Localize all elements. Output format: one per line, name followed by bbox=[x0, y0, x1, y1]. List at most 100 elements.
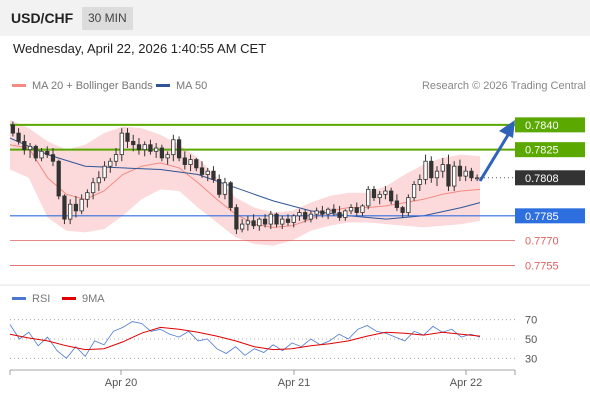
candle-body bbox=[251, 220, 256, 227]
candle-body bbox=[245, 220, 250, 225]
candle bbox=[291, 214, 296, 228]
candle-body bbox=[452, 165, 457, 187]
candle bbox=[154, 143, 159, 158]
candle bbox=[285, 214, 291, 226]
candle bbox=[314, 207, 319, 220]
candle-body bbox=[119, 132, 124, 156]
credit-label: Research © 2026 Trading Central bbox=[421, 80, 586, 92]
candle bbox=[469, 167, 474, 182]
candle-body bbox=[68, 203, 73, 220]
candle bbox=[56, 159, 61, 200]
candle bbox=[262, 214, 268, 228]
candle-body bbox=[131, 140, 136, 146]
candle bbox=[102, 161, 107, 182]
candle-body bbox=[217, 179, 222, 195]
ma50-swatch bbox=[156, 83, 170, 87]
candle-body bbox=[297, 212, 302, 217]
candle-body bbox=[113, 154, 119, 162]
candle bbox=[360, 204, 365, 216]
candle-body bbox=[142, 144, 147, 151]
9ma-line bbox=[9, 326, 481, 351]
candle-body bbox=[291, 215, 296, 223]
candle bbox=[446, 154, 451, 192]
candle bbox=[85, 189, 90, 208]
candle-body bbox=[371, 188, 377, 199]
candle-body bbox=[394, 200, 400, 208]
symbol-label[interactable]: USD/CHF bbox=[11, 10, 74, 26]
candle-body bbox=[257, 218, 262, 227]
candle bbox=[188, 154, 193, 172]
candle-body bbox=[463, 170, 468, 177]
legend-ma20: MA 20 + Bollinger Bands bbox=[12, 80, 153, 92]
candle bbox=[27, 143, 33, 158]
legend-ma20-label: MA 20 + Bollinger Bands bbox=[32, 80, 153, 92]
toolbar: USD/CHF 30 MIN bbox=[0, 0, 590, 36]
candle-body bbox=[79, 198, 84, 212]
candle-body bbox=[262, 218, 268, 225]
candle-body bbox=[27, 145, 33, 151]
candle bbox=[176, 136, 182, 162]
forecast-arrowhead bbox=[499, 120, 515, 138]
candle-body bbox=[411, 184, 417, 199]
candle-body bbox=[348, 207, 354, 212]
candle-body bbox=[199, 167, 205, 175]
level-label-0.7825: 0.7825 bbox=[525, 145, 559, 157]
forecast-arrow bbox=[478, 134, 510, 182]
candle bbox=[171, 134, 176, 162]
level-label-0.7770: 0.7770 bbox=[525, 236, 559, 248]
candle bbox=[463, 166, 468, 182]
candle bbox=[423, 154, 428, 185]
candle-body bbox=[165, 154, 170, 159]
candle bbox=[331, 204, 336, 216]
candle-body bbox=[22, 140, 27, 151]
legend-9ma-label: 9MA bbox=[82, 293, 105, 305]
candle bbox=[297, 209, 302, 221]
bollinger-band bbox=[10, 119, 480, 246]
rsi-line bbox=[9, 321, 481, 359]
candle bbox=[131, 134, 136, 152]
candle bbox=[205, 167, 210, 182]
candle-body bbox=[45, 150, 50, 156]
candle-body bbox=[308, 213, 314, 220]
candle bbox=[50, 148, 56, 167]
candle bbox=[159, 144, 165, 162]
candle bbox=[79, 194, 84, 215]
candle bbox=[383, 186, 388, 200]
candle bbox=[371, 186, 377, 201]
rsi-swatch bbox=[12, 296, 26, 300]
candle-body bbox=[194, 159, 199, 169]
candle-body bbox=[325, 208, 331, 215]
candle bbox=[68, 199, 73, 225]
level-tag-0.7840 bbox=[515, 117, 585, 133]
candle-body bbox=[240, 223, 245, 230]
candle bbox=[62, 194, 67, 225]
level-label-0.7785: 0.7785 bbox=[525, 211, 559, 223]
level-label-0.7840: 0.7840 bbox=[525, 120, 559, 132]
x-tick-label: Apr 20 bbox=[105, 377, 137, 389]
candle-body bbox=[406, 197, 411, 213]
candle bbox=[73, 195, 79, 218]
9ma-swatch bbox=[62, 296, 76, 300]
candle bbox=[257, 217, 262, 231]
candle bbox=[400, 205, 405, 218]
level-tag-0.7808 bbox=[515, 170, 585, 186]
candle-body bbox=[343, 210, 348, 218]
candle bbox=[389, 187, 394, 205]
candle bbox=[366, 186, 371, 210]
legend-rsi: RSI bbox=[12, 293, 50, 305]
candle bbox=[10, 121, 15, 137]
candle-body bbox=[423, 160, 428, 180]
timeframe-button[interactable]: 30 MIN bbox=[82, 7, 133, 30]
candle-body bbox=[85, 192, 90, 200]
rsi-tick-50: 50 bbox=[525, 334, 537, 346]
candle-body bbox=[90, 182, 96, 194]
candle-body bbox=[234, 207, 239, 230]
candle-body bbox=[56, 160, 61, 197]
rsi-tick-70: 70 bbox=[525, 315, 537, 327]
candle bbox=[90, 177, 96, 200]
candle-body bbox=[337, 212, 342, 218]
candle bbox=[142, 141, 147, 157]
candle-body bbox=[280, 218, 285, 225]
candle bbox=[303, 209, 308, 223]
